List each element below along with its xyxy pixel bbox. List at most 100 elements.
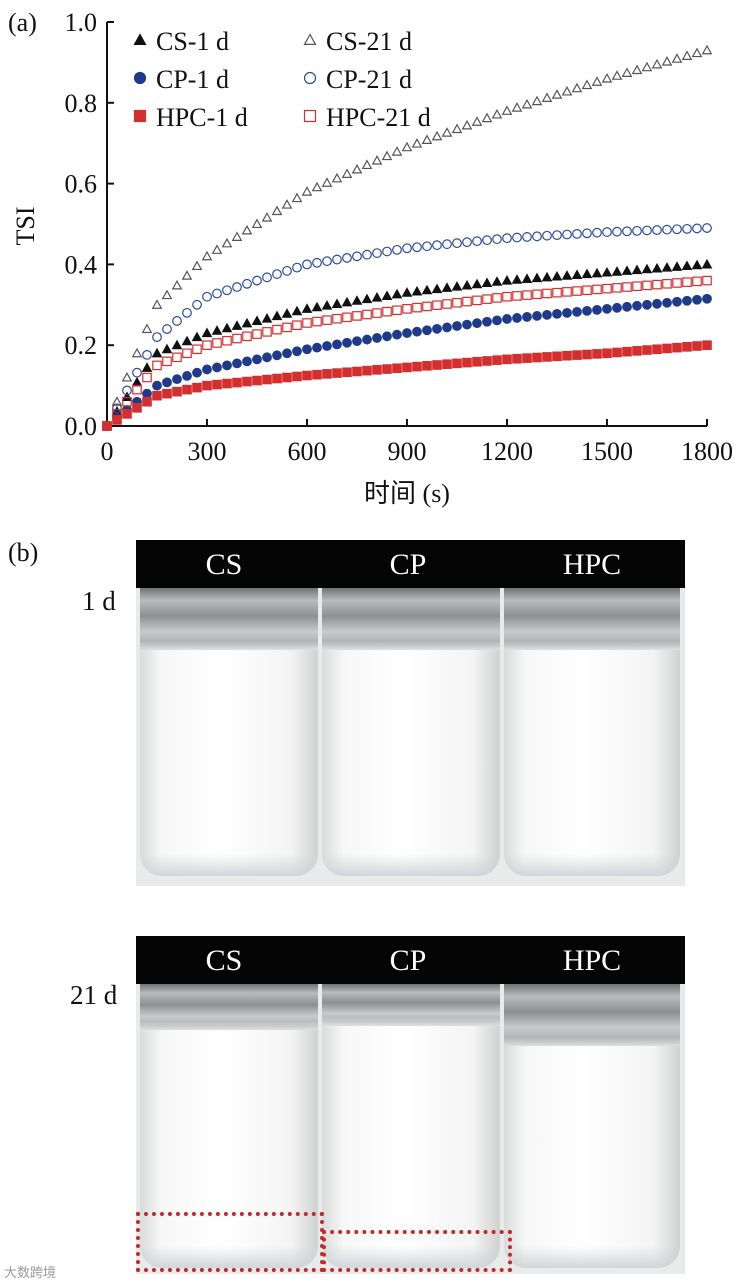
series-cp-1d [102,293,712,431]
data-point [632,346,642,356]
data-point [142,372,152,383]
data-point [311,301,323,312]
data-point [542,310,552,320]
data-point [211,325,223,335]
data-point [171,339,183,350]
data-point [161,289,173,300]
data-point [451,123,463,134]
data-point [371,155,383,165]
data-point [132,384,142,395]
data-point [361,159,373,170]
data-point [362,334,372,345]
data-point [152,390,162,401]
data-point [192,344,202,355]
data-point [192,382,202,393]
data-point [331,172,343,183]
data-point [271,205,283,216]
data-point [322,369,332,379]
data-point [462,237,472,248]
data-point [662,297,672,308]
photo-day1-header: CS CP HPC [136,540,685,588]
data-point [382,246,392,257]
data-point [562,307,572,318]
data-point [181,270,193,280]
data-point [212,288,222,299]
data-point [692,294,702,305]
data-point [532,311,542,321]
data-point [301,303,313,313]
data-point [551,89,563,99]
data-point [421,134,433,145]
data-point [312,316,322,327]
data-point [622,226,632,237]
x-tick-label: 1500 [581,437,633,466]
data-point [242,331,252,342]
data-point [512,313,522,323]
day21-jar-hpc [504,984,680,1268]
sediment-box-cp [322,1230,512,1272]
data-point [672,342,682,353]
data-point [682,342,692,352]
data-point [642,345,652,355]
data-point [431,130,443,141]
data-point [291,305,303,316]
data-point [592,227,602,238]
data-point [232,358,242,369]
data-point [232,282,242,292]
data-point [671,53,683,63]
data-point [131,347,143,358]
data-point [392,244,402,255]
data-point [141,323,153,334]
data-point [442,359,452,369]
data-point [422,361,432,371]
data-point [562,350,572,361]
data-point [482,316,492,327]
data-point [511,102,523,112]
data-point [102,421,112,431]
data-point [632,281,642,292]
data-point [482,356,492,366]
data-point [482,294,492,304]
data-point [212,362,222,373]
data-point [281,199,293,209]
data-point [602,348,612,359]
x-tick-label: 1800 [681,437,733,466]
data-point [432,300,442,311]
data-point [372,365,382,375]
data-point [632,300,642,311]
data-point [381,150,393,161]
data-point [392,363,402,374]
data-point [422,325,432,336]
data-point [262,327,272,337]
data-point [612,283,622,293]
data-point [322,315,332,325]
data-point [142,396,152,407]
data-point [241,224,253,235]
data-point [452,297,462,308]
data-point [201,250,213,261]
data-point [531,272,543,283]
legend-label-cs-21d: CS-21 d [326,27,412,56]
photo-day21: CS CP HPC [136,936,685,1274]
data-point [622,346,632,357]
data-point [382,364,392,374]
data-point [202,291,212,302]
data-point [681,260,693,271]
data-point [592,284,602,295]
data-point [512,353,522,364]
data-point [681,50,693,60]
data-point [442,299,452,309]
data-point [672,224,682,235]
data-point [162,388,172,399]
data-point [542,288,552,299]
data-point [592,349,602,359]
data-point [472,295,482,306]
data-point [551,270,563,281]
data-point [492,234,502,245]
data-point [652,279,662,290]
data-point [341,296,353,307]
data-point [651,58,663,69]
data-point [642,299,652,310]
data-point [372,308,382,318]
data-point [332,339,342,350]
